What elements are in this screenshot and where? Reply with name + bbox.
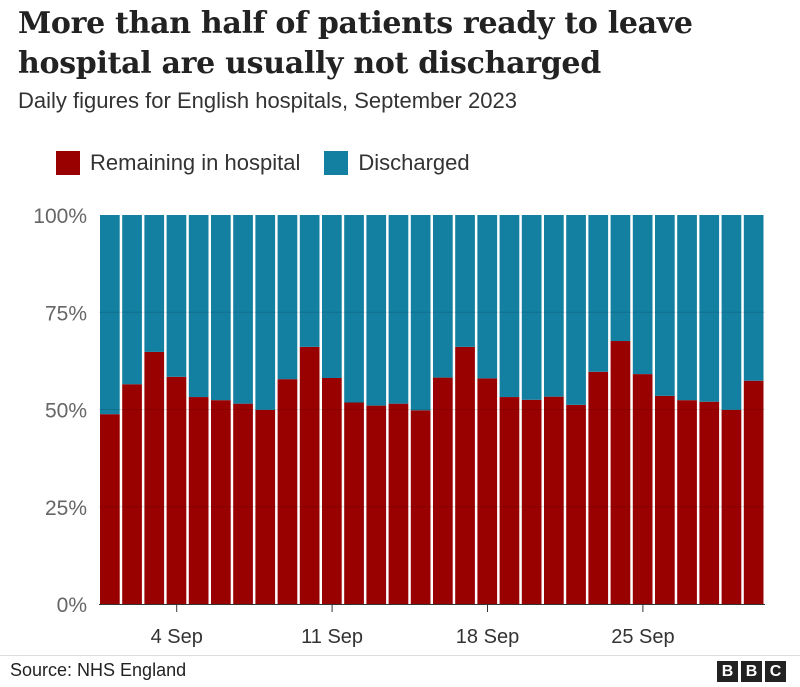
bar-remaining bbox=[566, 404, 586, 604]
bar-remaining bbox=[122, 384, 142, 604]
bbc-logo-letter: C bbox=[765, 661, 786, 682]
bar-remaining bbox=[277, 379, 298, 604]
chart-subtitle: Daily figures for English hospitals, Sep… bbox=[18, 88, 517, 113]
footer-divider bbox=[0, 655, 800, 656]
legend-swatch-remaining bbox=[56, 151, 80, 175]
bar-discharged bbox=[566, 215, 586, 405]
bar-remaining bbox=[188, 397, 209, 604]
bar-discharged bbox=[477, 215, 498, 379]
bar-discharged bbox=[743, 215, 764, 381]
bar-discharged bbox=[277, 215, 298, 380]
bar-discharged bbox=[322, 215, 342, 378]
bar-discharged bbox=[388, 215, 409, 404]
bar-discharged bbox=[188, 215, 209, 398]
bar-remaining bbox=[233, 403, 253, 604]
bar-discharged bbox=[299, 215, 320, 347]
bar-discharged bbox=[588, 215, 609, 372]
bar-discharged bbox=[544, 215, 564, 397]
legend-item-discharged: Discharged bbox=[324, 150, 470, 176]
y-tick-label: 0% bbox=[57, 594, 87, 617]
source-note: Source: NHS England bbox=[10, 660, 187, 680]
x-tick-label: 4 Sep bbox=[151, 626, 203, 648]
bar-discharged bbox=[632, 215, 653, 375]
bar-remaining bbox=[211, 400, 231, 604]
legend-swatch-discharged bbox=[324, 151, 349, 175]
bbc-logo-letter: B bbox=[717, 661, 738, 682]
bar-remaining bbox=[344, 402, 364, 604]
bar-remaining bbox=[255, 409, 276, 604]
bar-discharged bbox=[455, 215, 475, 347]
bar-remaining bbox=[588, 371, 609, 604]
bar-remaining bbox=[677, 400, 697, 604]
legend: Remaining in hospital Discharged bbox=[56, 150, 494, 176]
bar-remaining bbox=[100, 414, 120, 604]
bar-remaining bbox=[632, 374, 653, 604]
y-tick-label: 25% bbox=[45, 497, 87, 520]
bar-discharged bbox=[721, 215, 742, 410]
bar-discharged bbox=[610, 215, 631, 342]
legend-item-remaining: Remaining in hospital bbox=[56, 150, 300, 176]
bbc-logo-letter: B bbox=[741, 661, 762, 682]
bar-remaining bbox=[410, 410, 431, 604]
bar-discharged bbox=[655, 215, 675, 396]
bar-discharged bbox=[499, 215, 520, 398]
chart-title: More than half of patients ready to leav… bbox=[18, 6, 693, 81]
bar-remaining bbox=[521, 399, 542, 604]
y-tick-label: 75% bbox=[45, 302, 87, 325]
y-tick-label: 100% bbox=[33, 205, 87, 228]
bar-remaining bbox=[699, 401, 720, 604]
bar-discharged bbox=[677, 215, 697, 401]
bar-remaining bbox=[499, 397, 520, 604]
bar-discharged bbox=[100, 215, 120, 415]
bar-remaining bbox=[743, 380, 764, 604]
bar-discharged bbox=[433, 215, 453, 378]
bar-remaining bbox=[544, 396, 564, 604]
bar-discharged bbox=[255, 215, 276, 410]
bar-discharged bbox=[344, 215, 364, 403]
bar-remaining bbox=[433, 377, 453, 604]
bar-remaining bbox=[166, 376, 187, 604]
y-tick-label: 50% bbox=[45, 400, 87, 423]
bar-remaining bbox=[299, 346, 320, 604]
bar-discharged bbox=[699, 215, 720, 402]
bar-discharged bbox=[166, 215, 187, 377]
bar-remaining bbox=[388, 403, 409, 604]
bar-remaining bbox=[610, 341, 631, 604]
bar-discharged bbox=[366, 215, 387, 406]
bar-remaining bbox=[477, 378, 498, 604]
x-tick-label: 18 Sep bbox=[456, 626, 519, 648]
bar-remaining bbox=[455, 346, 475, 604]
bar-remaining bbox=[144, 351, 165, 604]
bar-discharged bbox=[211, 215, 231, 401]
bar-discharged bbox=[410, 215, 431, 411]
bar-remaining bbox=[366, 405, 387, 604]
bbc-logo: B B C bbox=[717, 661, 786, 682]
bar-discharged bbox=[144, 215, 165, 352]
x-tick-label: 11 Sep bbox=[301, 626, 363, 648]
bar-discharged bbox=[233, 215, 253, 404]
bar-remaining bbox=[721, 409, 742, 604]
bar-discharged bbox=[521, 215, 542, 400]
legend-label-discharged: Discharged bbox=[358, 150, 470, 175]
bar-discharged bbox=[122, 215, 142, 385]
x-tick-label: 25 Sep bbox=[611, 626, 674, 648]
bar-remaining bbox=[655, 395, 675, 604]
legend-label-remaining: Remaining in hospital bbox=[90, 150, 301, 175]
bar-remaining bbox=[322, 377, 342, 604]
